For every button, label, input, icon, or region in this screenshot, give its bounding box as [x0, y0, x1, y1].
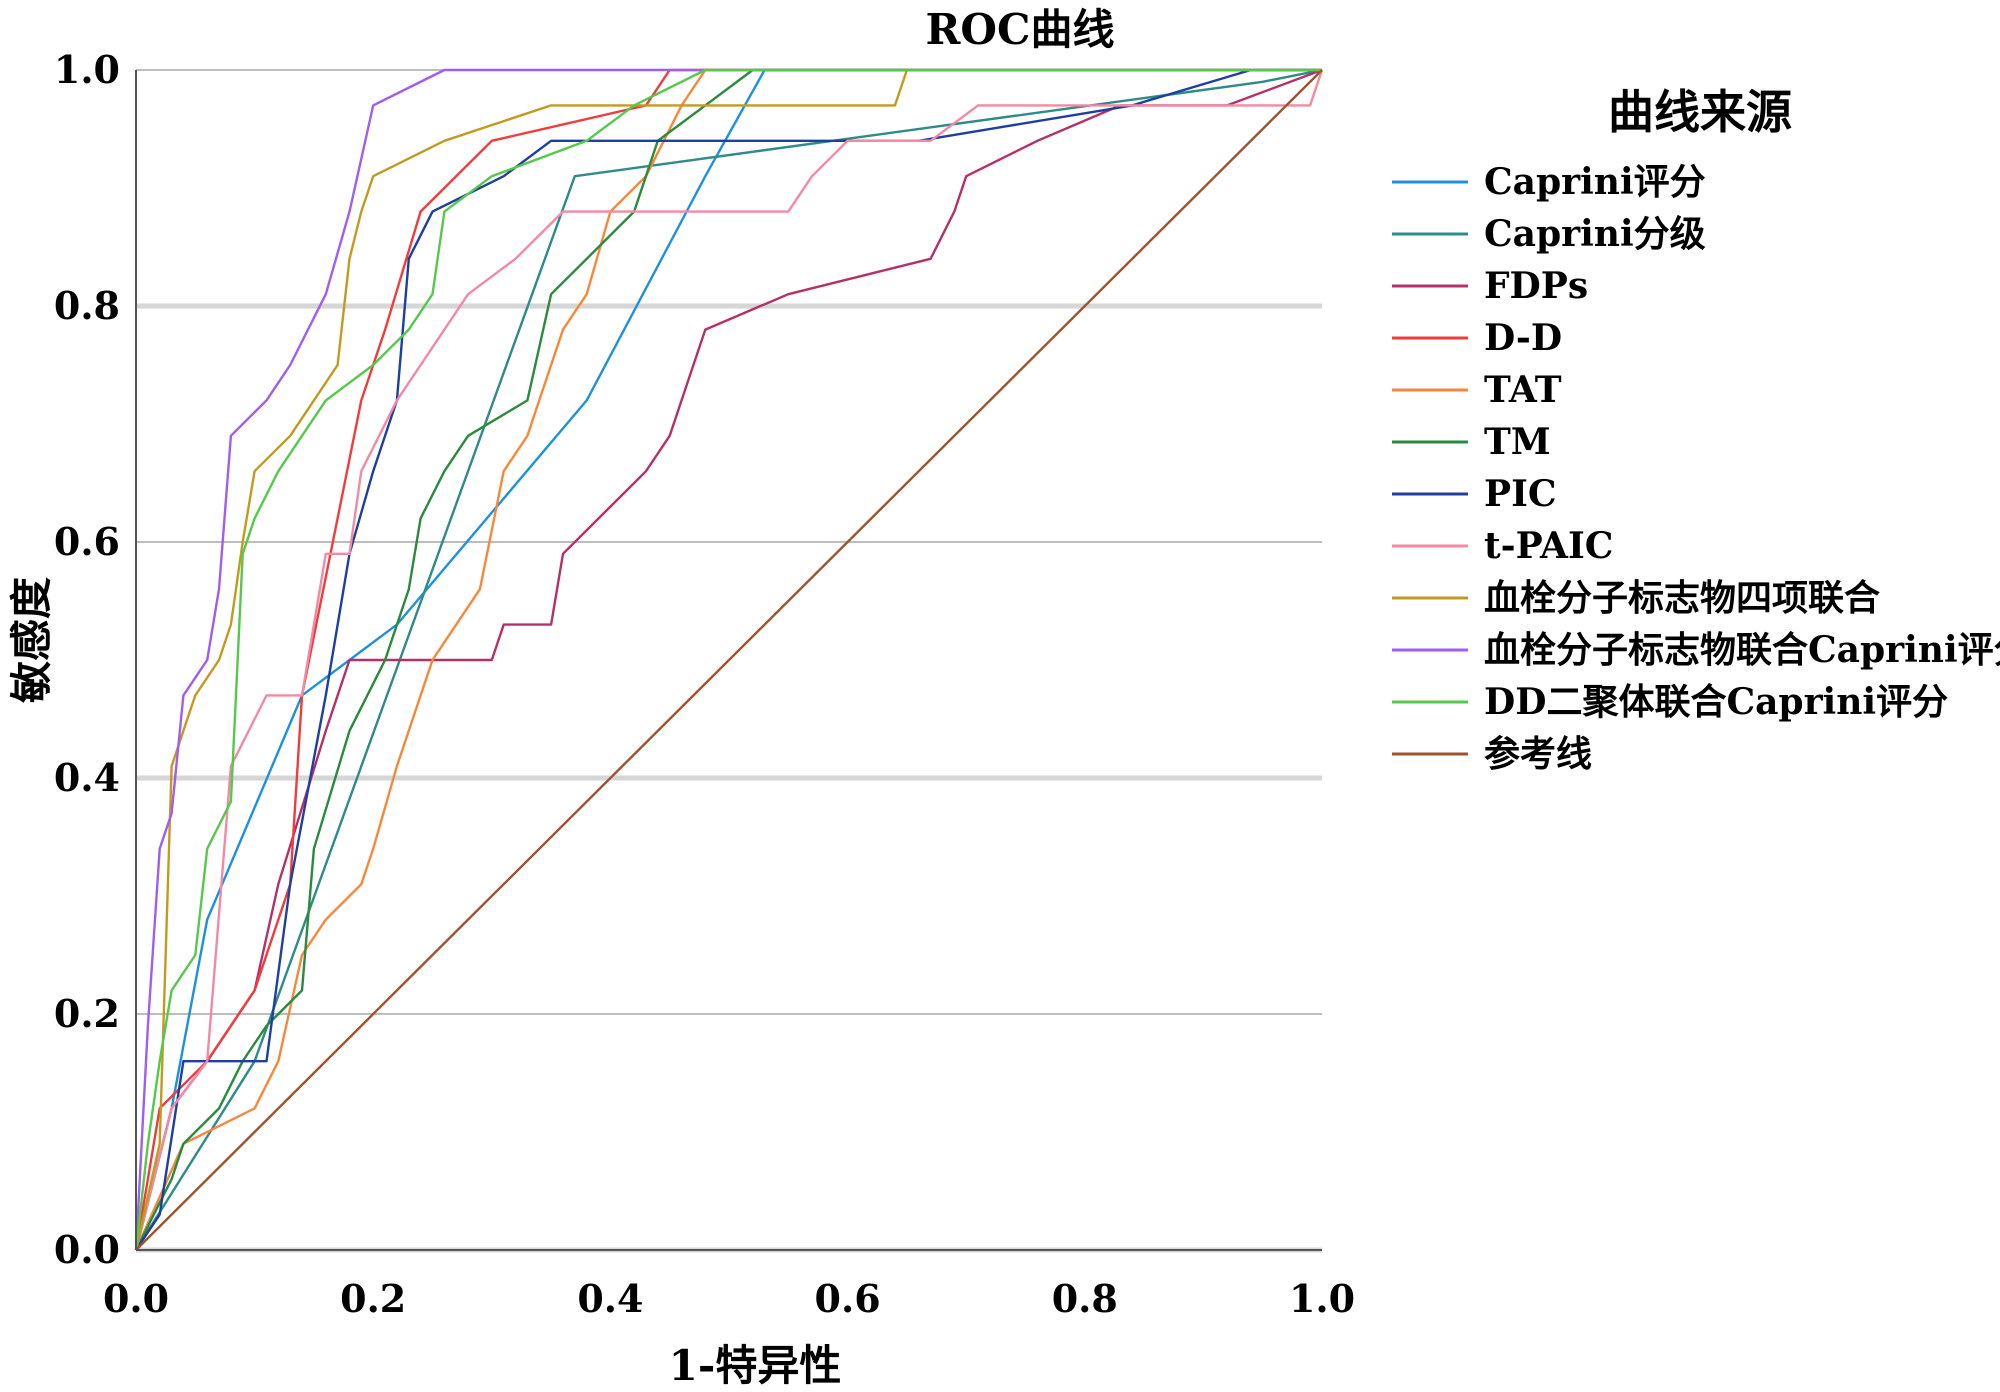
series-line-12 — [135, 69, 1323, 1251]
series-line-2 — [134, 68, 1323, 1251]
legend: 曲线来源 Caprini评分 Caprini分级 FDPs D-D TAT TM PIC t-… — [1392, 85, 2000, 775]
x-tick-label: 0.0 — [103, 1276, 169, 1321]
x-tick-label: 0.4 — [577, 1276, 643, 1321]
x-tick-label: 1.0 — [1289, 1276, 1355, 1321]
y-tick-label: 0.6 — [54, 519, 120, 564]
series-line-8 — [134, 69, 1324, 1251]
y-tick-label: 0.0 — [54, 1227, 120, 1272]
legend-label: 血栓分子标志物联合Caprini评分 — [1484, 629, 2000, 671]
legend-label: t-PAIC — [1484, 525, 1613, 567]
legend-label: TAT — [1484, 369, 1562, 411]
legend-label: TM — [1484, 421, 1551, 463]
legend-label: Caprini评分 — [1484, 161, 1706, 203]
series-line-5 — [134, 68, 1322, 1251]
legend-label: Caprini分级 — [1484, 213, 1706, 255]
y-axis-label: 敏感度 — [7, 577, 56, 703]
series-line-9 — [134, 68, 1322, 1251]
legend-label: FDPs — [1484, 265, 1588, 307]
x-tick-label: 0.2 — [340, 1276, 406, 1321]
legend-label: PIC — [1484, 473, 1557, 515]
series-line-3 — [134, 68, 1323, 1251]
axes: 0.0 0.2 0.4 0.6 0.8 1.0 0.0 0.2 0.4 0.6 0.8 1.0 — [54, 47, 1355, 1321]
y-tick-label: 1.0 — [54, 47, 120, 92]
legend-label: 参考线 — [1484, 733, 1592, 775]
y-tick-label: 0.4 — [54, 755, 120, 800]
legend-label: 血栓分子标志物四项联合 — [1484, 577, 1880, 619]
series-line-10 — [134, 68, 1322, 1251]
legend-label: DD二聚体联合Caprini评分 — [1484, 681, 1948, 723]
chart-title: ROC曲线 — [926, 5, 1115, 54]
x-tick-label: 0.8 — [1052, 1276, 1118, 1321]
series-group — [134, 68, 1324, 1251]
y-tick-label: 0.2 — [54, 991, 120, 1036]
series-line-6 — [134, 68, 1322, 1251]
legend-label: D-D — [1484, 317, 1562, 359]
series-line-11 — [134, 68, 1322, 1251]
y-tick-label: 0.8 — [54, 283, 120, 328]
x-axis-label: 1-特异性 — [669, 1341, 842, 1390]
legend-title: 曲线来源 — [1608, 85, 1792, 139]
x-tick-label: 0.6 — [815, 1276, 881, 1321]
